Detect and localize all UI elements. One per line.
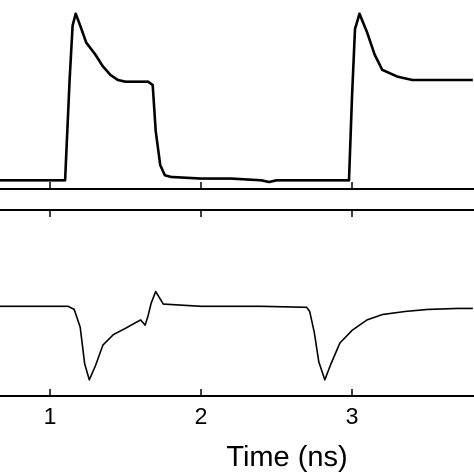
top-trace-line — [0, 12, 473, 184]
top-panel-ticks — [49, 182, 353, 189]
x-tick-label: 1 — [44, 403, 57, 429]
top-panel — [0, 12, 474, 190]
x-tick-label: 3 — [346, 403, 359, 429]
x-tick-label: 2 — [195, 403, 208, 429]
bottom-trace-line — [0, 290, 473, 381]
bottom-panel: 1 2 3 Time (ns) — [0, 209, 474, 473]
bottom-panel-ticks — [49, 210, 353, 396]
x-tick-labels: 1 2 3 — [44, 403, 359, 429]
x-axis-label: Time (ns) — [226, 441, 347, 473]
